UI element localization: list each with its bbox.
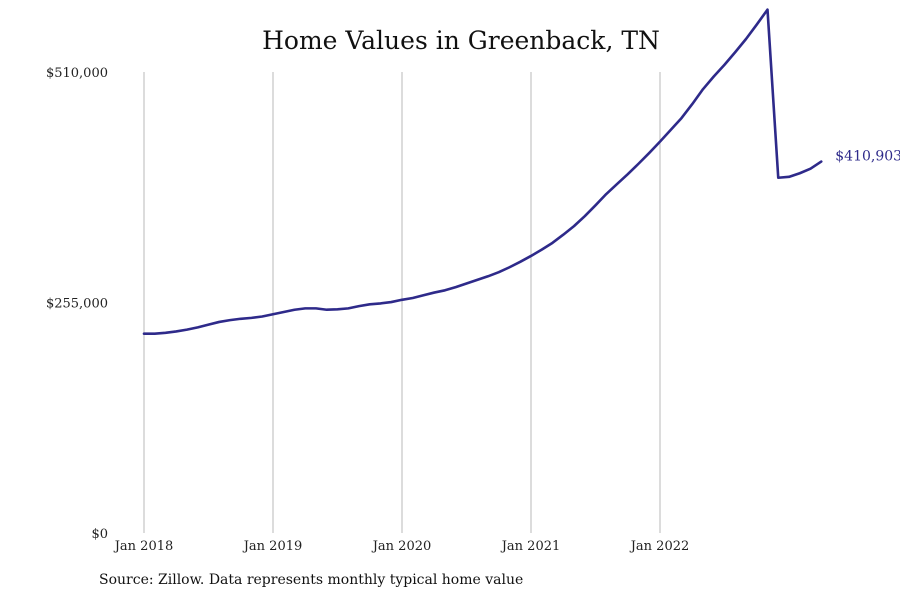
y-axis-ticks: $0 $255,000 $510,000 [46,66,108,542]
x-tick-label: Jan 2020 [371,539,432,554]
y-tick-label: $510,000 [46,66,108,81]
grid-lines [143,72,661,533]
series-layer [142,8,823,335]
end-value-label: $410,903 [835,149,900,165]
series-line [142,8,823,335]
y-tick-label: $0 [91,527,108,542]
x-tick-label: Jan 2019 [242,539,303,554]
x-axis-ticks: Jan 2018 Jan 2019 Jan 2020 Jan 2021 Jan 2022 [113,539,690,554]
x-tick-label: Jan 2018 [113,539,174,554]
source-note: Source: Zillow. Data represents monthly … [99,572,524,588]
chart-title: Home Values in Greenback, TN [262,26,660,55]
x-tick-label: Jan 2022 [629,539,690,554]
x-tick-label: Jan 2021 [500,539,561,554]
data-label-layer: $410,903 [835,149,900,165]
y-tick-label: $255,000 [46,297,108,312]
